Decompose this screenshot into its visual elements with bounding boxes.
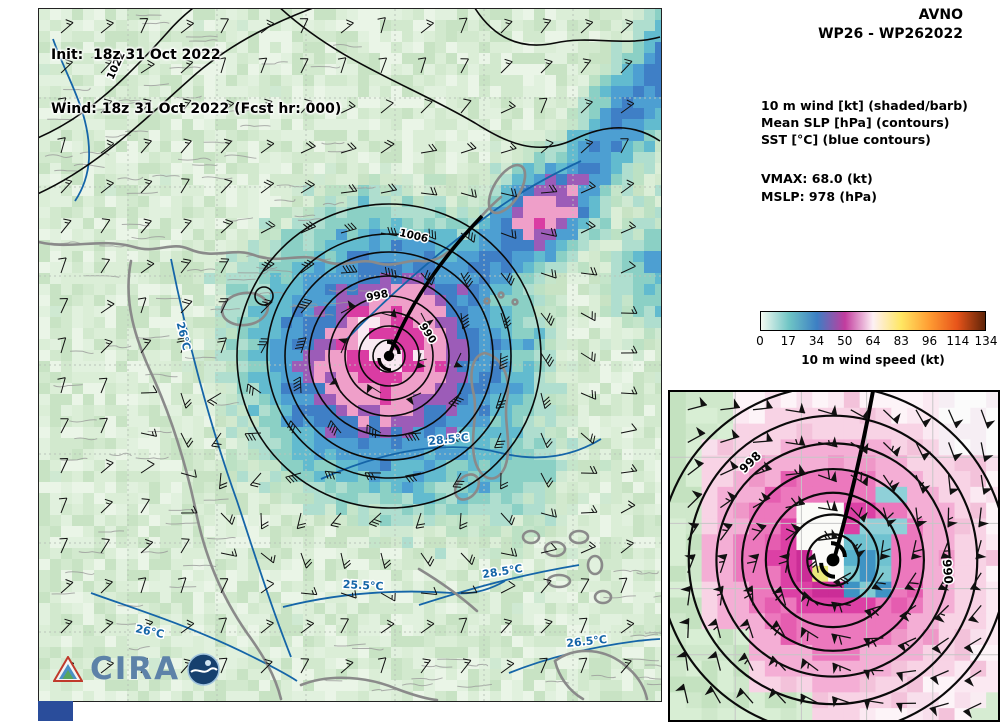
legend-block: 10 m wind [kt] (shaded/barb) Mean SLP [h… bbox=[761, 97, 968, 148]
inset-canvas: 998 990 bbox=[670, 392, 998, 720]
wind-colorbar bbox=[760, 311, 986, 331]
vietnam-coastline bbox=[127, 259, 283, 701]
cira-logo-text: CIRA bbox=[90, 651, 181, 687]
sst-label-low: 25.5°C bbox=[343, 578, 384, 593]
cira-logo: CIRA bbox=[53, 651, 220, 687]
colorbar-tick: 96 bbox=[921, 334, 938, 348]
slp-contours-layer bbox=[39, 9, 661, 509]
colorbar-label: 10 m wind speed (kt) bbox=[801, 353, 945, 367]
taiwan-island bbox=[487, 163, 527, 215]
model-name: AVNO bbox=[918, 7, 963, 23]
wind-shading-layer bbox=[39, 9, 661, 701]
sst-label-mid: 28.5°C bbox=[428, 431, 470, 448]
footer-logo bbox=[38, 701, 73, 721]
inset-storm-track-line bbox=[833, 392, 875, 557]
mindoro-island bbox=[453, 473, 481, 501]
colorbar-tick: 114 bbox=[946, 334, 970, 348]
mindanao-coast bbox=[553, 649, 649, 701]
colorbar-tick: 0 bbox=[756, 334, 764, 348]
storm-inset-map: 998 990 bbox=[668, 390, 1000, 722]
plot-titles: Init: 18z 31 Oct 2022 Wind: 18z 31 Oct 2… bbox=[51, 10, 341, 154]
mslp-value: MSLP: 978 (hPa) bbox=[761, 189, 877, 204]
colorbar-tick: 64 bbox=[865, 334, 881, 348]
storm-id: WP26 - WP262022 bbox=[818, 26, 963, 42]
storm-track-line bbox=[387, 214, 484, 357]
colorbar-tick: 34 bbox=[808, 334, 825, 348]
sst-contours-layer bbox=[52, 38, 661, 682]
legend-wind-line: 10 m wind [kt] (shaded/barb) bbox=[761, 98, 968, 113]
colorbar-tick: 83 bbox=[893, 334, 909, 348]
legend-slp-line: Mean SLP [hPa] (contours) bbox=[761, 115, 950, 130]
main-map: 1022 1006 998 990 26°C 28.5°C 25.5°C 28.… bbox=[38, 8, 662, 702]
main-map-canvas: 1022 1006 998 990 26°C 28.5°C 25.5°C 28.… bbox=[39, 9, 661, 701]
rammb-badge-icon bbox=[187, 652, 220, 686]
init-time-title: Init: 18z 31 Oct 2022 bbox=[51, 47, 221, 63]
cira-triangle-icon bbox=[53, 655, 83, 682]
inset-slp-label-990: 990 bbox=[940, 559, 956, 585]
valid-time-title: Wind: 18z 31 Oct 2022 (Fcst hr: 000) bbox=[51, 101, 342, 117]
luzon-island bbox=[470, 351, 510, 480]
colorbar-tick: 17 bbox=[780, 334, 796, 348]
borneo-coast bbox=[299, 676, 439, 701]
colorbar-tick: 50 bbox=[837, 334, 853, 348]
coastlines-layer bbox=[39, 163, 649, 701]
colorbar-tick: 134 bbox=[974, 334, 998, 348]
wind-barbs-layer bbox=[57, 17, 638, 674]
sst-label-south: 28.5°C bbox=[481, 562, 523, 581]
inset-wind-barbs-layer bbox=[675, 396, 996, 719]
colorbar-ticks: 0 17 34 50 64 83 96 114 134 bbox=[756, 334, 997, 348]
china-coastline bbox=[39, 195, 503, 266]
palawan-island bbox=[417, 567, 479, 613]
inset-storm-symbol-icon bbox=[819, 541, 847, 579]
sst-label-se: 26.5°C bbox=[566, 633, 608, 650]
storm-symbol-icon bbox=[377, 340, 401, 372]
vmax-value: VMAX: 68.0 (kt) bbox=[761, 171, 873, 186]
legend-sst-line: SST [°C] (blue contours) bbox=[761, 132, 931, 147]
plot-header: AVNO WP26 - WP262022 bbox=[690, 6, 963, 44]
